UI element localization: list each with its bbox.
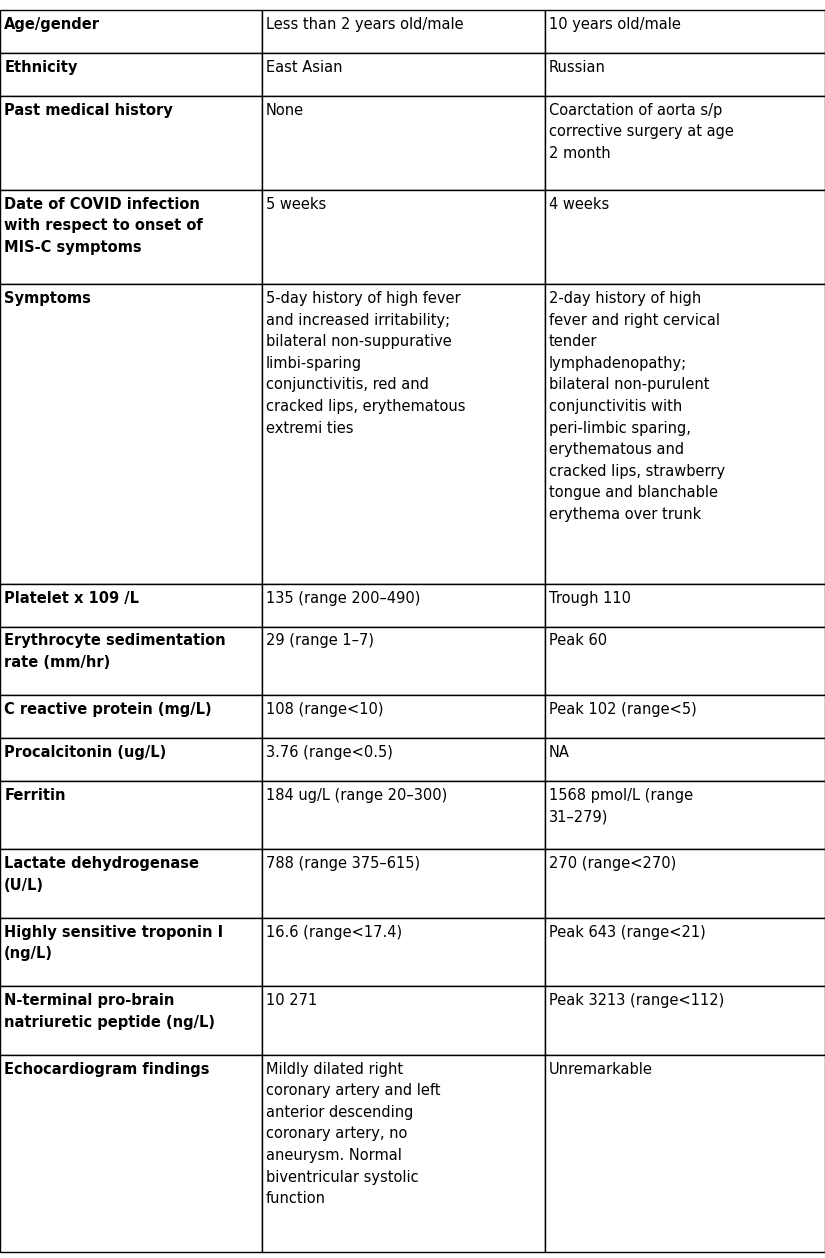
- Text: 10 271: 10 271: [266, 993, 317, 1008]
- Bar: [0, 284, 262, 584]
- Text: Unremarkable: Unremarkable: [549, 1062, 653, 1077]
- Bar: [0, 696, 262, 738]
- Text: 4 weeks: 4 weeks: [549, 196, 609, 211]
- Text: 29 (range 1–7): 29 (range 1–7): [266, 634, 374, 648]
- Text: Past medical history: Past medical history: [4, 103, 173, 117]
- Text: NA: NA: [549, 745, 569, 760]
- Text: Peak 60: Peak 60: [549, 634, 606, 648]
- Bar: [262, 626, 544, 696]
- Text: Date of COVID infection
with respect to onset of
MIS-C symptoms: Date of COVID infection with respect to …: [4, 196, 203, 255]
- Text: 1568 pmol/L (range
31–279): 1568 pmol/L (range 31–279): [549, 788, 693, 824]
- Bar: [544, 696, 825, 738]
- Bar: [262, 584, 544, 626]
- Bar: [544, 584, 825, 626]
- Text: Russian: Russian: [549, 60, 606, 74]
- Text: Coarctation of aorta s/p
corrective surgery at age
2 month: Coarctation of aorta s/p corrective surg…: [549, 103, 733, 161]
- Bar: [544, 738, 825, 781]
- Text: Peak 102 (range<5): Peak 102 (range<5): [549, 702, 696, 717]
- Bar: [262, 10, 544, 53]
- Bar: [544, 918, 825, 986]
- Bar: [0, 10, 262, 53]
- Bar: [262, 1054, 544, 1252]
- Bar: [0, 738, 262, 781]
- Bar: [0, 626, 262, 696]
- Text: Erythrocyte sedimentation
rate (mm/hr): Erythrocyte sedimentation rate (mm/hr): [4, 634, 226, 671]
- Bar: [544, 849, 825, 918]
- Bar: [544, 96, 825, 190]
- Bar: [544, 284, 825, 584]
- Bar: [262, 918, 544, 986]
- Bar: [262, 781, 544, 849]
- Bar: [0, 849, 262, 918]
- Bar: [0, 918, 262, 986]
- Text: None: None: [266, 103, 304, 117]
- Text: East Asian: East Asian: [266, 60, 342, 74]
- Text: Trough 110: Trough 110: [549, 590, 630, 605]
- Text: 135 (range 200–490): 135 (range 200–490): [266, 590, 420, 605]
- Text: 2-day history of high
fever and right cervical
tender
lymphadenopathy;
bilateral: 2-day history of high fever and right ce…: [549, 291, 724, 522]
- Text: 184 ug/L (range 20–300): 184 ug/L (range 20–300): [266, 788, 447, 803]
- Text: Peak 3213 (range<112): Peak 3213 (range<112): [549, 993, 724, 1008]
- Text: 270 (range<270): 270 (range<270): [549, 857, 676, 871]
- Text: N-terminal pro-brain
natriuretic peptide (ng/L): N-terminal pro-brain natriuretic peptide…: [4, 993, 215, 1030]
- Text: Procalcitonin (ug/L): Procalcitonin (ug/L): [4, 745, 167, 760]
- Text: 16.6 (range<17.4): 16.6 (range<17.4): [266, 925, 402, 940]
- Bar: [262, 738, 544, 781]
- Bar: [544, 190, 825, 284]
- Text: Lactate dehydrogenase
(U/L): Lactate dehydrogenase (U/L): [4, 857, 199, 893]
- Text: Age/gender: Age/gender: [4, 16, 100, 31]
- Bar: [0, 96, 262, 190]
- Bar: [262, 986, 544, 1054]
- Text: C reactive protein (mg/L): C reactive protein (mg/L): [4, 702, 212, 717]
- Text: Highly sensitive troponin I
(ng/L): Highly sensitive troponin I (ng/L): [4, 925, 224, 961]
- Text: Mildly dilated right
coronary artery and left
anterior descending
coronary arter: Mildly dilated right coronary artery and…: [266, 1062, 441, 1206]
- Text: Peak 643 (range<21): Peak 643 (range<21): [549, 925, 705, 940]
- Bar: [262, 849, 544, 918]
- Text: 788 (range 375–615): 788 (range 375–615): [266, 857, 420, 871]
- Text: Ethnicity: Ethnicity: [4, 60, 78, 74]
- Bar: [0, 190, 262, 284]
- Bar: [262, 696, 544, 738]
- Text: 10 years old/male: 10 years old/male: [549, 16, 681, 31]
- Text: Echocardiogram findings: Echocardiogram findings: [4, 1062, 210, 1077]
- Text: Platelet x 109 /L: Platelet x 109 /L: [4, 590, 139, 605]
- Bar: [544, 1054, 825, 1252]
- Text: Less than 2 years old/male: Less than 2 years old/male: [266, 16, 464, 31]
- Text: 108 (range<10): 108 (range<10): [266, 702, 383, 717]
- Bar: [0, 53, 262, 96]
- Bar: [0, 781, 262, 849]
- Text: 3.76 (range<0.5): 3.76 (range<0.5): [266, 745, 393, 760]
- Bar: [0, 1054, 262, 1252]
- Bar: [262, 190, 544, 284]
- Bar: [544, 626, 825, 696]
- Bar: [544, 986, 825, 1054]
- Bar: [262, 284, 544, 584]
- Bar: [544, 781, 825, 849]
- Bar: [0, 986, 262, 1054]
- Bar: [0, 584, 262, 626]
- Text: Symptoms: Symptoms: [4, 291, 91, 306]
- Text: Ferritin: Ferritin: [4, 788, 66, 803]
- Bar: [262, 96, 544, 190]
- Text: 5 weeks: 5 weeks: [266, 196, 326, 211]
- Text: 5-day history of high fever
and increased irritability;
bilateral non-suppurativ: 5-day history of high fever and increase…: [266, 291, 465, 435]
- Bar: [544, 53, 825, 96]
- Bar: [544, 10, 825, 53]
- Bar: [262, 53, 544, 96]
